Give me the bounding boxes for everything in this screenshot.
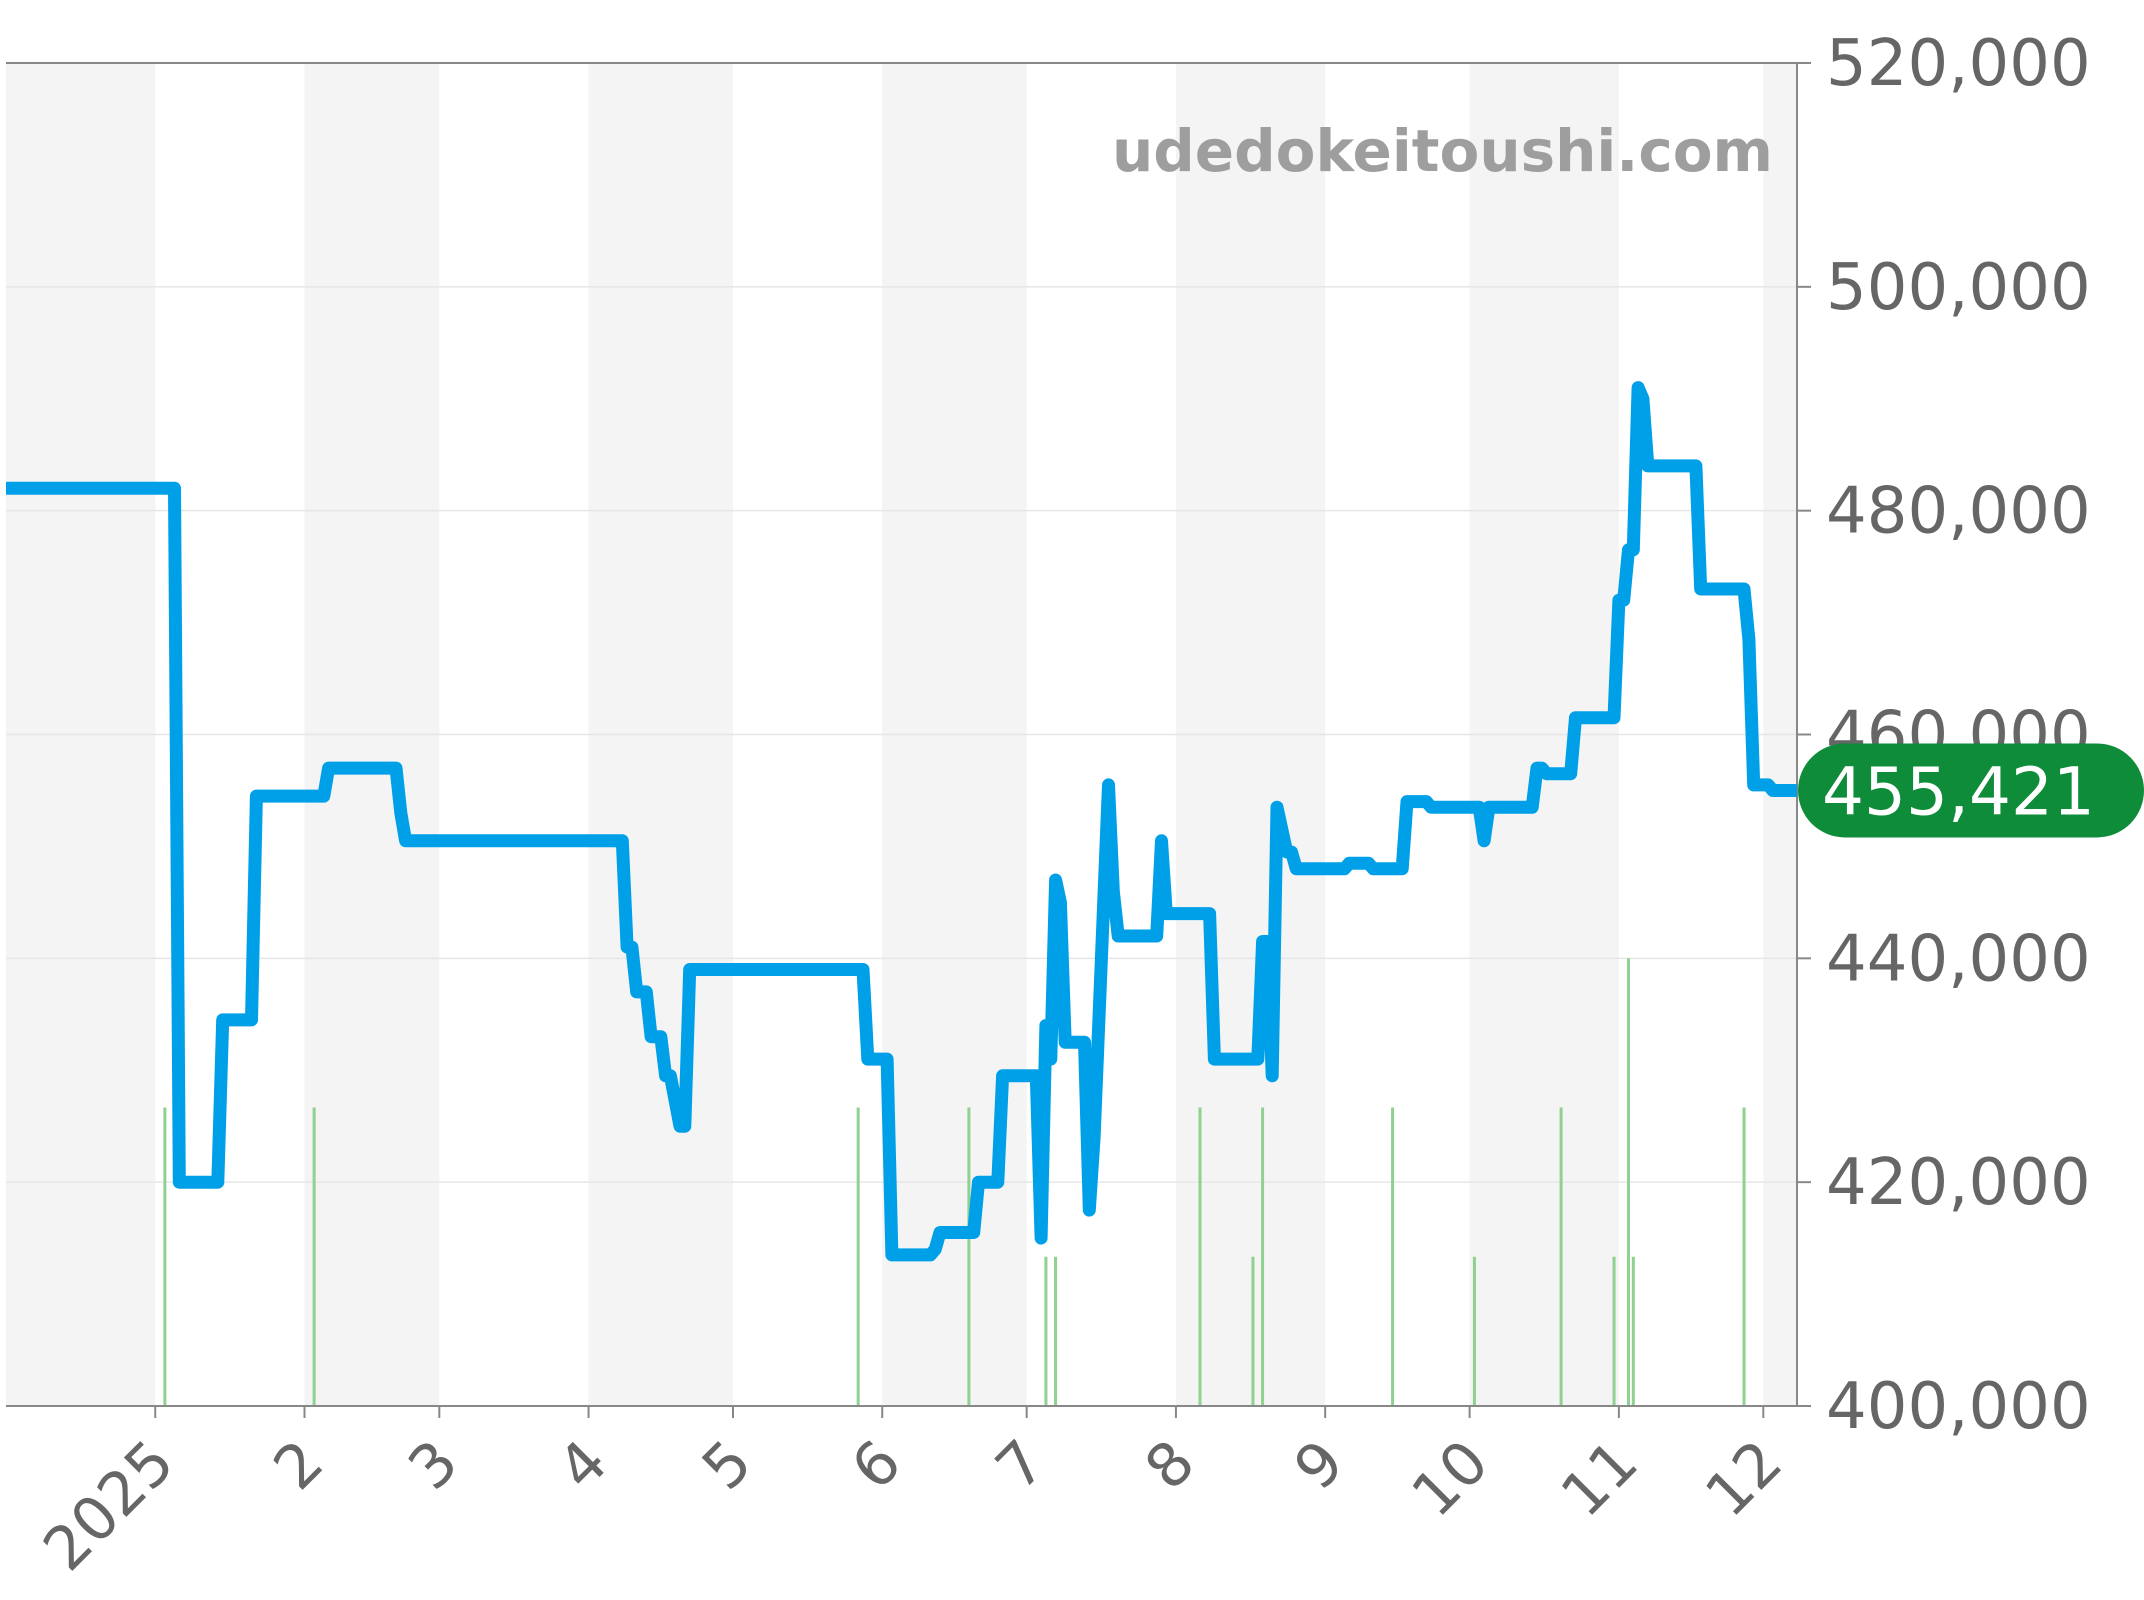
x-axis-ticks: 2025 2 3 4 5 6 7 8 9 10 11 12: [30, 1406, 1796, 1585]
y-tick-label: 420,000: [1826, 1146, 2091, 1220]
x-tick-label: 7: [983, 1427, 1060, 1504]
y-axis-ticks: 400,000420,000440,000460,000480,000500,0…: [1797, 27, 2091, 1444]
current-value-badge: 455,421: [1798, 743, 2144, 838]
current-value-badge-bg: [1798, 743, 2144, 838]
watermark: udedokeitoushi.com: [1112, 117, 1773, 185]
price-line: [6, 381, 1797, 1262]
y-tick-label: 480,000: [1826, 475, 2091, 549]
x-tick-label: 10: [1399, 1427, 1502, 1530]
x-tick-label: 6: [838, 1427, 915, 1504]
x-tick-label: 9: [1281, 1427, 1358, 1504]
x-tick-label: 3: [395, 1427, 472, 1504]
y-tick-label: 520,000: [1826, 27, 2091, 101]
current-value-label: 455,421: [1822, 753, 2095, 830]
y-tick-label: 440,000: [1826, 922, 2091, 996]
x-tick-label: 12: [1692, 1427, 1795, 1530]
volume-bars: [163, 958, 1746, 1406]
x-tick-label: 11: [1548, 1427, 1651, 1530]
x-tick-label: 5: [689, 1427, 766, 1504]
x-tick-label: 2: [261, 1427, 338, 1504]
x-tick-label: 8: [1132, 1427, 1209, 1504]
y-tick-label: 500,000: [1826, 251, 2091, 325]
x-tick-label: 4: [545, 1427, 622, 1504]
y-tick-label: 400,000: [1826, 1370, 2091, 1444]
x-tick-label: 2025: [30, 1427, 187, 1584]
